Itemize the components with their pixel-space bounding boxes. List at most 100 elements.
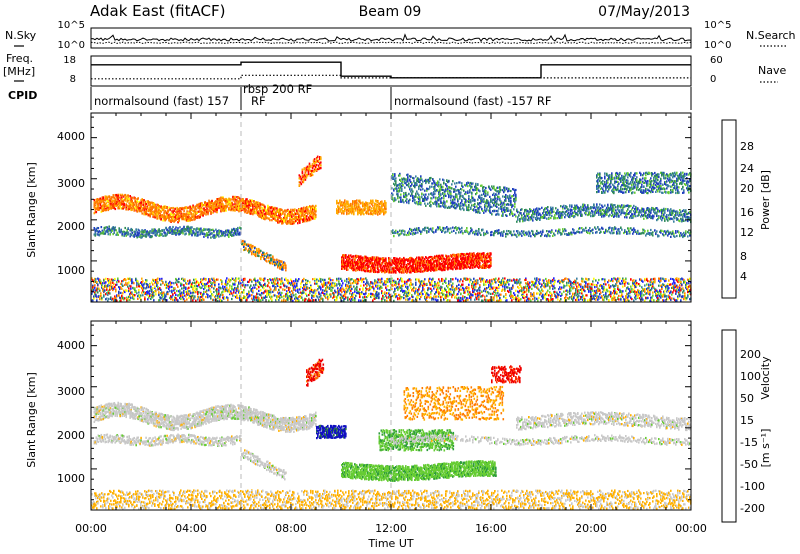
heat-cell xyxy=(312,167,314,169)
heat-cell xyxy=(676,235,678,237)
heat-cell xyxy=(607,230,609,232)
heat-cell xyxy=(251,253,253,255)
heat-cell xyxy=(523,230,525,232)
heat-cell xyxy=(417,266,419,268)
heat-cell xyxy=(172,233,174,235)
heat-cell xyxy=(173,210,175,212)
heat-cell xyxy=(172,226,174,228)
heat-cell xyxy=(661,230,663,232)
heat-cell xyxy=(313,215,315,217)
heat-cell xyxy=(211,200,213,202)
heat-cell xyxy=(411,229,413,231)
heat-cell xyxy=(345,205,347,207)
heat-cell xyxy=(149,215,151,217)
heat-cell xyxy=(156,218,158,220)
heat-cell xyxy=(111,230,113,232)
heat-cell xyxy=(260,250,262,252)
heat-cell xyxy=(377,267,379,269)
heat-cell xyxy=(266,260,268,262)
heat-cell xyxy=(416,257,418,259)
heat-cell xyxy=(135,203,137,205)
heat-cell xyxy=(200,228,202,230)
heat-cell xyxy=(270,254,272,256)
heat-cell xyxy=(260,258,262,260)
heat-cell xyxy=(560,205,562,207)
heat-cell xyxy=(272,256,274,258)
heat-cell xyxy=(442,255,444,257)
heat-cell xyxy=(183,226,185,228)
heat-cell xyxy=(449,259,451,261)
heat-cell xyxy=(347,269,349,271)
heat-cell xyxy=(546,230,548,232)
heat-cell xyxy=(303,180,305,182)
heat-cell xyxy=(581,227,583,229)
heat-cell xyxy=(478,230,480,232)
heat-cell xyxy=(502,235,504,237)
heat-cell xyxy=(617,232,619,234)
heat-cell xyxy=(554,234,556,236)
heat-cell xyxy=(490,259,492,261)
heat-cell xyxy=(399,230,401,232)
heat-cell xyxy=(357,259,359,261)
heat-cell xyxy=(654,229,656,231)
heat-cell xyxy=(170,212,172,214)
heat-cell xyxy=(282,213,284,215)
heat-cell xyxy=(562,228,564,230)
heat-cell xyxy=(532,219,534,221)
heat-cell xyxy=(316,164,318,166)
heat-cell xyxy=(164,232,166,234)
heat-cell xyxy=(367,202,369,204)
heat-cell xyxy=(610,232,612,234)
heat-cell xyxy=(353,210,355,212)
heat-cell xyxy=(190,229,192,231)
heat-cell xyxy=(551,231,553,233)
heat-cell xyxy=(507,233,509,235)
heat-cell xyxy=(225,210,227,212)
heat-cell xyxy=(301,183,303,185)
heat-cell xyxy=(267,254,269,256)
heat-cell xyxy=(320,158,322,160)
heat-cell xyxy=(274,259,276,261)
heat-cell xyxy=(546,218,548,220)
heat-cell xyxy=(306,176,308,178)
heat-cell xyxy=(517,232,519,234)
heat-cell xyxy=(457,267,459,269)
heat-cell xyxy=(395,232,397,234)
heat-cell xyxy=(401,232,403,234)
heat-cell xyxy=(683,232,685,234)
heat-cell xyxy=(131,199,133,201)
heat-cell xyxy=(480,234,482,236)
heat-cell xyxy=(462,232,464,234)
heat-cell xyxy=(573,229,575,231)
heat-cell xyxy=(461,230,463,232)
heat-cell xyxy=(530,210,532,212)
heat-cell xyxy=(516,236,518,238)
heat-cell xyxy=(185,213,187,215)
heat-cell xyxy=(315,210,317,212)
heat-cell xyxy=(108,226,110,228)
heat-cell xyxy=(178,219,180,221)
heat-cell xyxy=(218,235,220,237)
heat-cell xyxy=(547,206,549,208)
heat-cell xyxy=(544,217,546,219)
heat-cell xyxy=(589,232,591,234)
heat-cell xyxy=(394,257,396,259)
heat-cell xyxy=(415,232,417,234)
heat-cell xyxy=(424,229,426,231)
heat-cell xyxy=(369,206,371,208)
heat-cell xyxy=(500,234,502,236)
heat-cell xyxy=(482,261,484,263)
heat-cell xyxy=(627,232,629,234)
heat-cell xyxy=(113,232,115,234)
heat-cell xyxy=(527,215,529,217)
heat-cell xyxy=(343,257,345,259)
heat-cell xyxy=(100,204,102,206)
heat-cell xyxy=(436,269,438,271)
heat-cell xyxy=(633,231,635,233)
heat-cell xyxy=(229,198,231,200)
heat-cell xyxy=(163,207,165,209)
heat-cell xyxy=(531,215,533,217)
heat-cell xyxy=(142,235,144,237)
heat-cell xyxy=(547,209,549,211)
heat-cell xyxy=(374,206,376,208)
